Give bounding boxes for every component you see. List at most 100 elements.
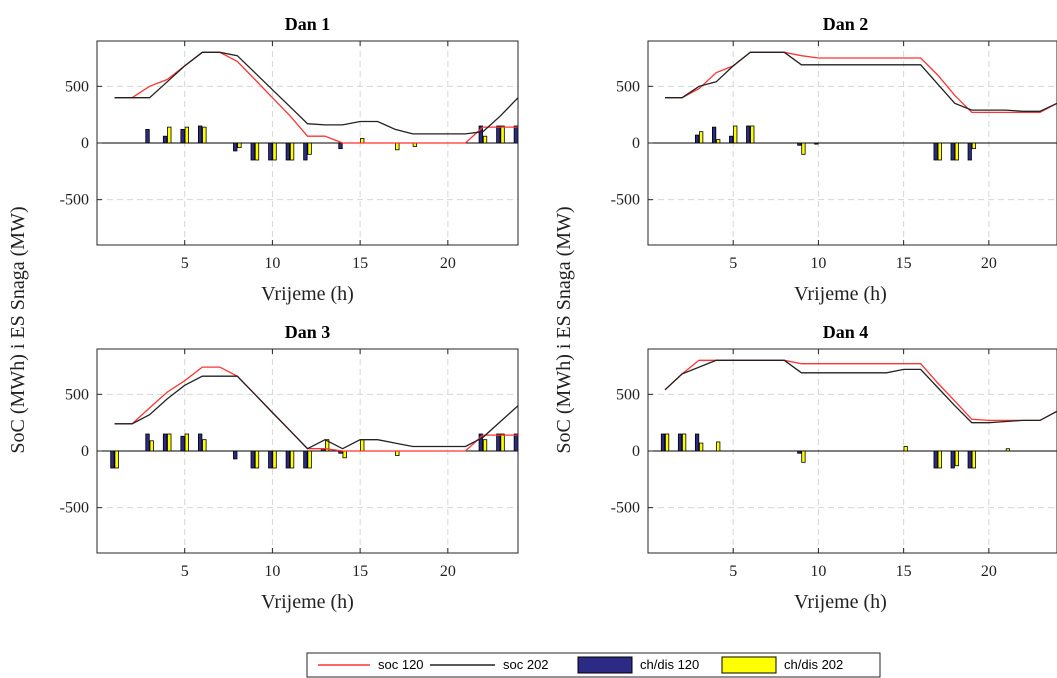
bar-chdis-202 bbox=[114, 450, 119, 469]
bar-chdis-120 bbox=[180, 435, 185, 452]
x-tick-label: 5 bbox=[729, 255, 737, 272]
bar-chdis-120 bbox=[694, 134, 700, 144]
bar-chdis-120 bbox=[496, 125, 501, 144]
bar-chdis-202 bbox=[482, 439, 488, 452]
bar-chdis-120 bbox=[110, 450, 115, 469]
bar-chdis-202 bbox=[395, 142, 400, 151]
y-tick-label: 500 bbox=[65, 78, 89, 95]
y-axis-label-left: SoC (MWh) i ES Snaga (MW) bbox=[7, 206, 29, 453]
bar-chdis-120 bbox=[162, 135, 168, 144]
bar-chdis-202 bbox=[342, 450, 347, 459]
bar-chdis-120 bbox=[303, 142, 308, 161]
bar-chdis-120 bbox=[478, 125, 483, 144]
bar-chdis-120 bbox=[513, 433, 518, 452]
bar-chdis-120 bbox=[933, 450, 938, 469]
x-tick-label: 20 bbox=[981, 563, 997, 580]
bar-chdis-120 bbox=[233, 450, 238, 460]
bar-chdis-202 bbox=[202, 126, 207, 144]
bar-chdis-202 bbox=[500, 433, 505, 452]
bar-chdis-202 bbox=[716, 139, 721, 144]
x-tick-label: 20 bbox=[440, 563, 456, 580]
bar-chdis-202 bbox=[202, 439, 207, 452]
subplot-title: Dan 3 bbox=[285, 322, 331, 342]
bar-chdis-120 bbox=[967, 450, 972, 469]
y-tick-label: -500 bbox=[60, 500, 89, 517]
y-tick-label: 500 bbox=[616, 78, 640, 95]
bar-chdis-202 bbox=[937, 450, 942, 469]
bar-chdis-120 bbox=[513, 125, 518, 144]
bar-chdis-120 bbox=[197, 125, 203, 144]
bar-chdis-202 bbox=[517, 125, 518, 144]
bar-chdis-120 bbox=[933, 142, 938, 161]
bar-chdis-120 bbox=[285, 450, 291, 469]
bar-chdis-120 bbox=[268, 450, 273, 469]
bar-chdis-202 bbox=[482, 135, 488, 144]
series-line-soc-120 bbox=[114, 366, 518, 452]
subplot-title: Dan 1 bbox=[285, 14, 331, 34]
x-axis-label: Vrijeme (h) bbox=[261, 283, 354, 305]
bar-chdis-120 bbox=[746, 125, 751, 144]
bar-chdis-120 bbox=[250, 142, 255, 161]
legend-label-soc-120: soc 120 bbox=[378, 657, 424, 672]
x-axis-label: Vrijeme (h) bbox=[794, 283, 887, 305]
x-tick-label: 15 bbox=[352, 563, 368, 580]
bar-chdis-202 bbox=[324, 439, 330, 452]
bar-chdis-202 bbox=[289, 142, 295, 161]
x-tick-label: 10 bbox=[810, 563, 826, 580]
x-tick-label: 20 bbox=[440, 255, 456, 272]
legend-label-chdis-120: ch/dis 120 bbox=[640, 657, 699, 672]
y-axis-label-right: SoC (MWh) i ES Snaga (MW) bbox=[553, 206, 575, 453]
bar-chdis-202 bbox=[801, 450, 806, 463]
series-line-soc-202 bbox=[665, 51, 1057, 112]
x-tick-label: 5 bbox=[729, 563, 737, 580]
bar-chdis-202 bbox=[801, 142, 806, 155]
bar-chdis-120 bbox=[478, 433, 483, 452]
y-tick-label: 0 bbox=[632, 443, 640, 460]
bar-chdis-120 bbox=[677, 433, 683, 452]
bar-chdis-120 bbox=[197, 433, 203, 452]
bar-chdis-202 bbox=[500, 125, 505, 144]
bar-chdis-120 bbox=[180, 128, 185, 144]
bar-chdis-202 bbox=[954, 142, 959, 161]
bar-chdis-202 bbox=[272, 450, 277, 469]
bar-chdis-202 bbox=[664, 433, 670, 452]
bar-chdis-120 bbox=[967, 142, 972, 161]
subplot-title: Dan 2 bbox=[823, 14, 869, 34]
bar-chdis-202 bbox=[395, 450, 400, 456]
bar-chdis-202 bbox=[360, 439, 365, 452]
subplot-dan-4: 5 10 15 20 500 0 -500 Dan 4 Vrijeme (h) bbox=[611, 322, 1057, 613]
x-tick-label: 10 bbox=[264, 563, 280, 580]
bar-chdis-202 bbox=[971, 142, 976, 150]
y-tick-label: 500 bbox=[616, 386, 640, 403]
subplot-dan-3: 5 10 15 20 500 0 -500 Dan 3 Vrijeme (h) bbox=[60, 322, 519, 613]
bar-chdis-120 bbox=[145, 128, 150, 144]
x-tick-label: 15 bbox=[352, 255, 368, 272]
bar-chdis-120 bbox=[496, 433, 501, 452]
legend-label-soc-202: soc 202 bbox=[503, 657, 549, 672]
bar-chdis-202 bbox=[716, 441, 721, 452]
bar-chdis-202 bbox=[167, 433, 172, 452]
bar-chdis-202 bbox=[733, 125, 738, 144]
bar-chdis-120 bbox=[694, 433, 700, 452]
y-tick-label: 0 bbox=[81, 443, 89, 460]
bar-chdis-202 bbox=[750, 125, 755, 144]
bar-chdis-202 bbox=[184, 126, 189, 144]
bar-chdis-202 bbox=[237, 142, 242, 148]
bar-chdis-120 bbox=[950, 142, 955, 161]
x-tick-label: 5 bbox=[181, 255, 189, 272]
bar-chdis-202 bbox=[167, 126, 172, 144]
subplot-title: Dan 4 bbox=[823, 322, 869, 342]
legend-label-chdis-202: ch/dis 202 bbox=[784, 657, 843, 672]
x-tick-label: 5 bbox=[181, 563, 189, 580]
bar-chdis-120 bbox=[233, 142, 238, 152]
bar-chdis-202 bbox=[360, 138, 365, 144]
bar-chdis-120 bbox=[797, 142, 802, 146]
bar-chdis-202 bbox=[954, 450, 959, 467]
bar-chdis-202 bbox=[184, 433, 189, 452]
y-tick-label: -500 bbox=[611, 500, 640, 517]
bar-chdis-120 bbox=[145, 433, 150, 452]
bar-chdis-120 bbox=[303, 450, 308, 469]
bar-chdis-120 bbox=[162, 433, 168, 452]
legend-swatch-chdis-202 bbox=[721, 656, 777, 674]
